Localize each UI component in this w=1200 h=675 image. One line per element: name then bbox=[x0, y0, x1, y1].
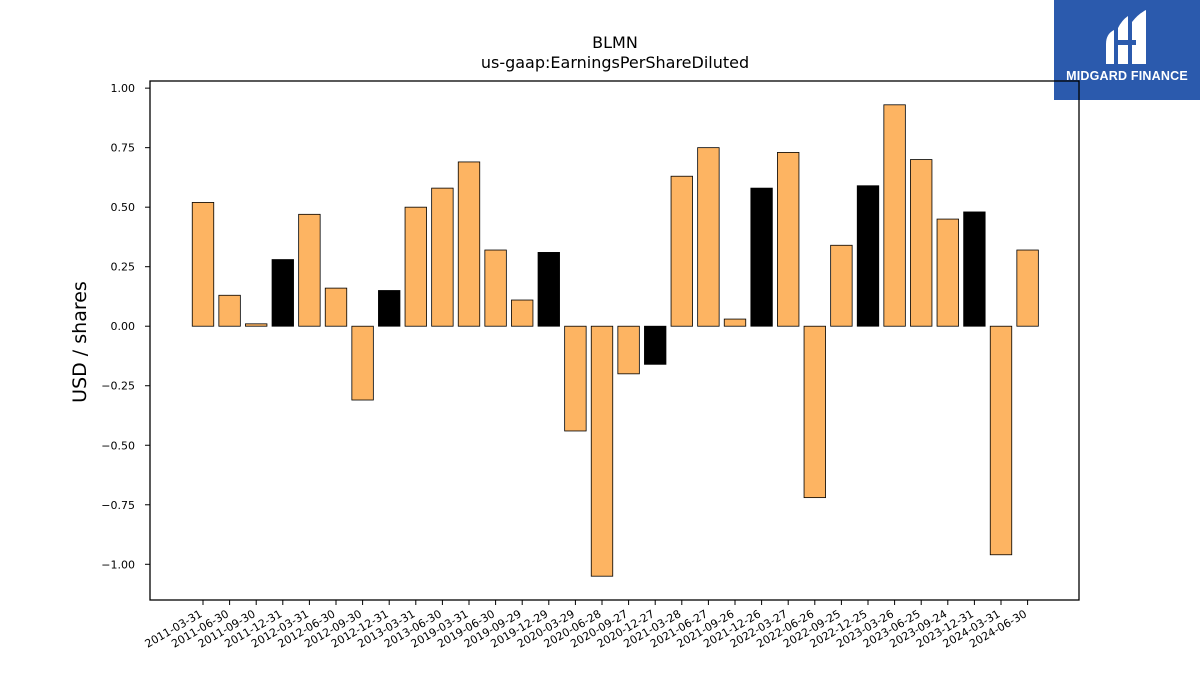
plot-frame bbox=[149, 80, 1080, 601]
bar-2019-12-29 bbox=[537, 252, 560, 327]
y-tick-label: −0.50 bbox=[101, 439, 135, 452]
bar-2012-12-31 bbox=[378, 290, 401, 327]
bar-2012-09-30 bbox=[351, 325, 374, 401]
bar-2013-03-31 bbox=[404, 206, 427, 327]
midgard-finance-logo: MIDGARD FINANCE bbox=[1054, 0, 1200, 100]
chart-subtitle: us-gaap:EarningsPerShareDiluted bbox=[481, 53, 749, 72]
bar-2019-06-30 bbox=[484, 249, 507, 327]
bar-2012-03-31 bbox=[298, 213, 321, 327]
bar-2024-06-30 bbox=[1016, 249, 1039, 327]
bar-2021-09-26 bbox=[723, 318, 747, 327]
bar-2019-03-31 bbox=[457, 161, 481, 327]
y-tick-label: 0.25 bbox=[111, 261, 136, 274]
y-tick-label: −1.00 bbox=[101, 558, 135, 571]
bar-2023-06-25 bbox=[910, 159, 933, 327]
bar-2011-12-31 bbox=[271, 259, 294, 327]
y-tick-label: 0.00 bbox=[111, 320, 136, 333]
bar-2022-03-27 bbox=[777, 152, 800, 327]
bar-2011-03-31 bbox=[191, 202, 215, 327]
bars-group bbox=[191, 104, 1039, 577]
y-tick-label: 0.50 bbox=[111, 201, 136, 214]
x-ticks-group: 2011-03-312011-06-302011-09-302011-12-31… bbox=[143, 600, 1029, 651]
bar-2023-12-31 bbox=[963, 211, 986, 327]
bar-2012-06-30 bbox=[324, 287, 348, 327]
bar-2011-09-30 bbox=[245, 323, 268, 327]
bar-2020-09-27 bbox=[617, 325, 640, 375]
bar-2022-12-25 bbox=[856, 185, 880, 327]
bar-2013-06-30 bbox=[431, 187, 454, 327]
logo-text: MIDGARD FINANCE bbox=[1066, 69, 1188, 83]
y-tick-label: −0.75 bbox=[101, 499, 135, 512]
bar-2022-09-25 bbox=[830, 244, 853, 327]
midgard-logo-icon bbox=[1106, 10, 1146, 64]
y-tick-label: 0.75 bbox=[111, 142, 136, 155]
bar-2021-06-27 bbox=[697, 147, 720, 327]
bar-2020-06-28 bbox=[590, 325, 614, 577]
bar-2021-03-28 bbox=[670, 175, 693, 327]
bar-2020-03-29 bbox=[564, 325, 587, 432]
bar-2019-09-29 bbox=[511, 299, 534, 327]
bar-2020-12-27 bbox=[644, 325, 667, 365]
bar-2011-06-30 bbox=[218, 294, 241, 327]
bar-2023-03-26 bbox=[883, 104, 906, 327]
y-tick-label: −0.25 bbox=[101, 380, 135, 393]
bar-2022-06-26 bbox=[803, 325, 826, 499]
bar-2023-09-24 bbox=[936, 218, 959, 327]
y-tick-label: 1.00 bbox=[111, 82, 136, 95]
chart-title: BLMN bbox=[592, 33, 638, 52]
bar-2021-12-26 bbox=[750, 187, 773, 327]
y-ticks-group: 1.00 0.75 0.50 0.25 0.00 −0.25 −0.50 −0.75 −1.00 bbox=[101, 82, 150, 571]
y-axis-label: USD / shares bbox=[69, 281, 91, 403]
bar-2024-03-31 bbox=[989, 325, 1013, 556]
